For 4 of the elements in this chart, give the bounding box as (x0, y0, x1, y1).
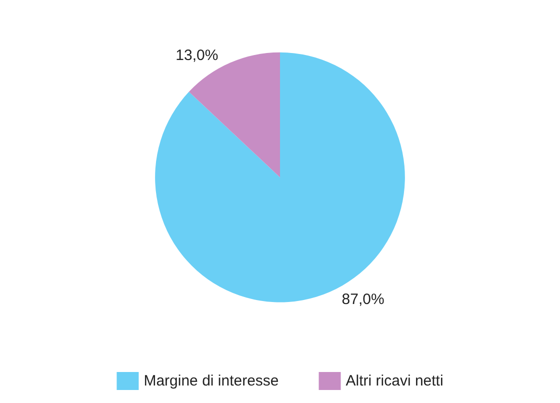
data-label: 87,0% (342, 290, 384, 308)
legend-label: Margine di interesse (144, 372, 279, 390)
legend-label: Altri ricavi netti (346, 372, 444, 390)
data-label: 13,0% (176, 46, 218, 64)
